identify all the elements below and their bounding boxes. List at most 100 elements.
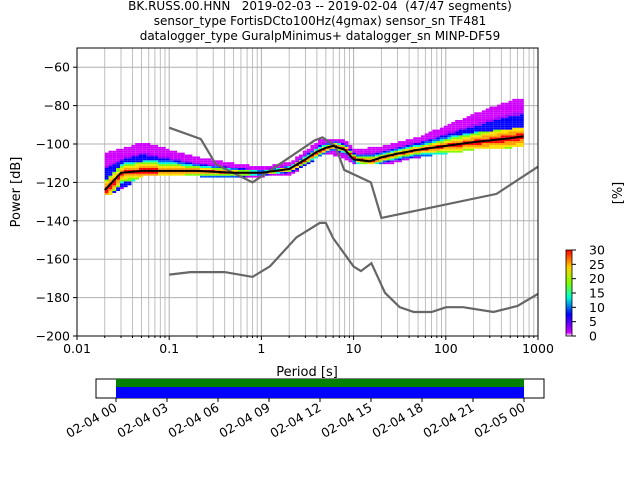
psd-cell — [398, 150, 402, 153]
psd-cell — [184, 173, 189, 176]
psd-cell — [180, 154, 185, 157]
psd-cell — [333, 139, 338, 142]
psd-cell — [382, 150, 387, 153]
psd-cell — [455, 123, 459, 126]
psd-cell — [470, 146, 475, 149]
psd-cell — [447, 141, 452, 144]
psd-cell — [245, 164, 250, 167]
psd-cell — [139, 156, 143, 159]
psd-cell — [131, 154, 136, 157]
psd-cell — [127, 158, 132, 161]
psd-cell — [428, 143, 433, 145]
psd-cell — [299, 164, 303, 167]
psd-cell — [146, 173, 151, 176]
psd-cell — [489, 118, 494, 120]
psd-cell — [504, 133, 509, 136]
chart-title-line-1: BK.RUSS.00.HNN 2019-02-03 -- 2019-02-04 … — [128, 0, 512, 13]
psd-cell — [337, 141, 341, 144]
psd-cell — [188, 173, 193, 176]
psd-cell — [443, 137, 448, 140]
psd-cell — [508, 135, 513, 138]
psd-cell — [180, 171, 185, 174]
psd-cell — [329, 146, 334, 149]
psd-cell — [116, 183, 120, 186]
psd-cell — [123, 185, 128, 188]
psd-cell — [154, 158, 159, 161]
psd-cell — [131, 146, 136, 149]
psd-cell — [439, 137, 444, 140]
psd-cell — [500, 144, 505, 147]
psd-cell — [424, 143, 429, 145]
psd-cell — [108, 173, 113, 176]
timeline-tick-label: 02-04 03 — [114, 400, 170, 441]
psd-cell — [401, 158, 406, 161]
psd-cell — [299, 154, 303, 157]
psd-cell — [116, 154, 120, 157]
psd-cell — [108, 156, 113, 159]
psd-cell — [112, 152, 117, 155]
psd-cell — [337, 143, 341, 145]
psd-cell — [516, 104, 520, 107]
psd-cell — [169, 156, 174, 159]
psd-cell — [493, 110, 498, 113]
psd-cell — [199, 162, 204, 165]
psd-cell — [104, 166, 109, 168]
psd-cell — [420, 150, 425, 153]
psd-cell — [203, 175, 208, 178]
psd-cell — [112, 171, 117, 174]
psd-cell — [493, 125, 498, 128]
psd-cell — [432, 135, 437, 138]
psd-cell — [146, 152, 151, 155]
psd-cell — [519, 139, 524, 142]
psd-cell — [165, 152, 170, 155]
psd-cell — [378, 150, 383, 153]
psd-cell — [131, 148, 136, 151]
psd-cell — [146, 156, 151, 159]
psd-cell — [150, 158, 155, 161]
psd-cell — [493, 141, 498, 144]
psd-cell — [119, 183, 124, 186]
psd-cell — [222, 169, 227, 172]
psd-cell — [352, 162, 357, 165]
psd-cell — [462, 129, 467, 132]
psd-cell — [371, 162, 376, 165]
psd-cell — [497, 116, 501, 119]
psd-cell — [405, 143, 410, 145]
colorbar-tick-label: 0 — [589, 329, 597, 344]
psd-cell — [504, 121, 509, 124]
psd-cell — [363, 150, 368, 153]
psd-cell — [196, 168, 200, 170]
x-tick-label: 100 — [434, 341, 458, 356]
psd-cell — [188, 160, 193, 163]
psd-cell — [493, 146, 498, 149]
psd-cell — [131, 171, 136, 174]
psd-cell — [199, 160, 204, 163]
psd-cell — [116, 185, 120, 188]
psd-cell — [127, 150, 132, 153]
psd-cell — [474, 135, 479, 138]
psd-cell — [493, 120, 498, 122]
psd-cell — [519, 110, 524, 113]
psd-cell — [413, 154, 418, 157]
psd-cell — [119, 173, 124, 176]
psd-cell — [508, 123, 513, 126]
psd-cell — [356, 162, 360, 165]
psd-cell — [161, 152, 166, 155]
psd-cell — [481, 137, 486, 140]
psd-cell — [466, 121, 471, 124]
psd-cell — [417, 139, 421, 142]
psd-cell — [478, 116, 482, 119]
psd-cell — [516, 131, 520, 134]
psd-cell — [283, 164, 288, 167]
psd-cell — [508, 112, 513, 115]
psd-cell — [116, 162, 120, 165]
psd-cell — [264, 168, 269, 170]
psd-cell — [142, 150, 147, 153]
psd-cell — [439, 150, 444, 153]
psd-cell — [493, 144, 498, 147]
psd-cell — [169, 154, 174, 157]
psd-cell — [409, 139, 414, 142]
psd-cell — [306, 154, 311, 157]
psd-cell — [226, 166, 231, 168]
psd-cell — [405, 158, 410, 161]
